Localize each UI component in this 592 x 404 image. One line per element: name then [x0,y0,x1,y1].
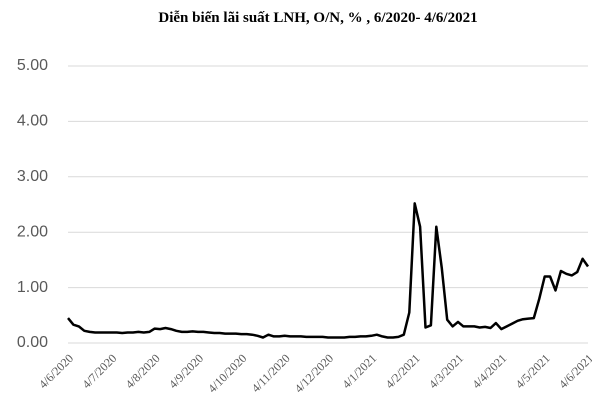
y-tick-label: 1.00 [17,279,48,296]
chart-title: Diễn biến lãi suất LNH, O/N, % , 6/2020-… [158,10,477,26]
y-tick-label: 3.00 [17,168,48,185]
line-series [67,202,590,339]
y-tick-label: 4.00 [17,113,48,130]
y-tick-label: 5.00 [17,57,48,74]
y-tick-label: 2.00 [17,223,48,240]
y-tick-label: 0.00 [17,334,48,351]
